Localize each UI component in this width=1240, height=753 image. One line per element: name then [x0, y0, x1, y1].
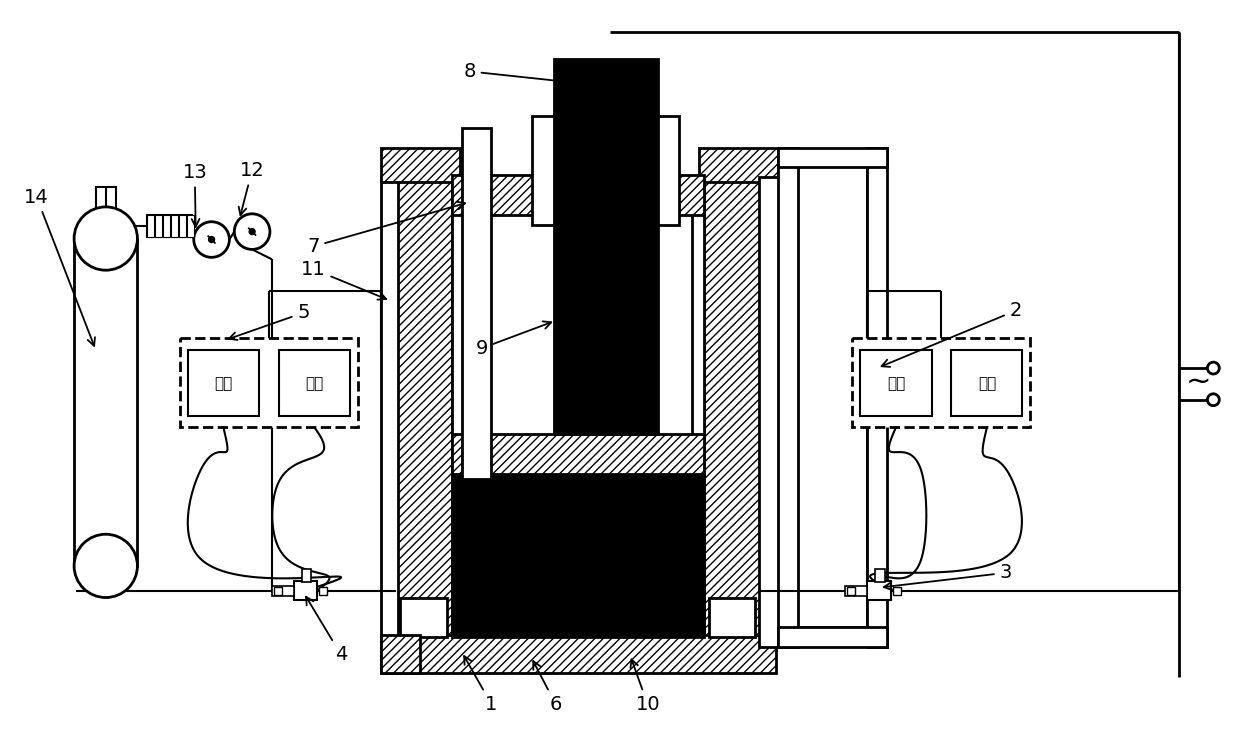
Bar — [187, 215, 193, 236]
Bar — [554, 59, 657, 434]
Bar — [867, 148, 887, 647]
Text: 1: 1 — [464, 656, 497, 714]
Bar — [451, 175, 704, 215]
Bar — [779, 148, 799, 647]
Bar — [381, 148, 460, 182]
Bar — [451, 474, 704, 637]
Ellipse shape — [74, 207, 138, 270]
Text: 6: 6 — [533, 661, 562, 714]
Bar — [861, 350, 931, 416]
Bar — [852, 338, 1030, 428]
Text: 14: 14 — [24, 187, 95, 346]
Bar — [148, 215, 192, 236]
Bar — [759, 177, 779, 647]
Bar — [164, 215, 170, 236]
Bar — [396, 177, 451, 647]
Text: ~: ~ — [1185, 367, 1211, 396]
Text: 电源: 电源 — [305, 376, 324, 392]
Bar — [779, 148, 887, 167]
Text: 3: 3 — [884, 563, 1012, 590]
Bar — [187, 350, 259, 416]
Bar — [704, 177, 760, 647]
Bar — [294, 581, 317, 600]
Ellipse shape — [74, 534, 138, 598]
Circle shape — [208, 236, 215, 242]
Bar — [279, 350, 350, 416]
Bar — [381, 635, 776, 672]
Bar — [461, 128, 491, 479]
Text: 13: 13 — [182, 163, 207, 227]
Bar — [692, 177, 704, 647]
Text: 5: 5 — [229, 303, 310, 340]
Bar — [799, 167, 867, 627]
Bar — [779, 627, 887, 647]
Bar — [867, 581, 892, 600]
Bar — [148, 215, 154, 236]
Bar — [274, 587, 281, 595]
Bar — [951, 350, 1023, 416]
Bar — [451, 177, 464, 647]
Text: 主机: 主机 — [215, 376, 233, 392]
Bar — [875, 569, 885, 582]
Circle shape — [249, 229, 255, 235]
Bar — [532, 116, 680, 224]
Bar — [179, 215, 186, 236]
Bar — [699, 148, 779, 182]
Bar — [74, 239, 138, 566]
Bar — [155, 215, 162, 236]
Bar — [180, 338, 358, 428]
Text: 主机: 主机 — [887, 376, 905, 392]
Text: 4: 4 — [306, 596, 347, 664]
Bar — [381, 177, 398, 647]
Bar — [893, 587, 900, 595]
Bar — [301, 569, 311, 582]
Text: 9: 9 — [475, 322, 552, 358]
Bar — [846, 586, 867, 596]
Text: 11: 11 — [301, 260, 386, 300]
Text: 8: 8 — [464, 62, 575, 86]
Bar — [401, 598, 446, 637]
Bar — [320, 587, 327, 595]
Bar — [272, 586, 294, 596]
Bar — [847, 587, 856, 595]
Bar — [381, 635, 420, 672]
Text: 7: 7 — [308, 202, 465, 256]
Bar — [95, 187, 115, 212]
Text: 10: 10 — [630, 660, 660, 714]
Text: 2: 2 — [882, 301, 1022, 367]
Bar — [171, 215, 179, 236]
Bar — [709, 598, 755, 637]
Bar — [451, 434, 704, 474]
Text: 12: 12 — [238, 161, 264, 215]
Text: 电源: 电源 — [978, 376, 996, 392]
